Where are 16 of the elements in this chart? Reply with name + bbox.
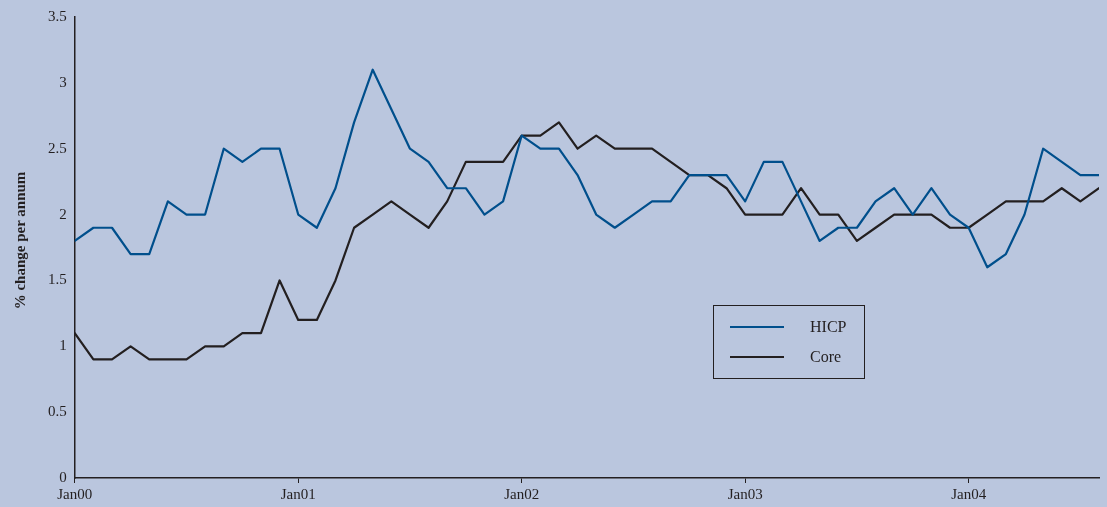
x-tick-label: Jan02 (504, 485, 540, 502)
y-tick-label: 0 (59, 468, 67, 485)
y-tick-label: 2.5 (48, 139, 67, 156)
x-tick-label: Jan03 (727, 485, 763, 502)
y-tick-label: 3 (59, 73, 67, 90)
y-tick-label: 2 (59, 205, 67, 222)
x-tick-label: Jan04 (951, 485, 987, 502)
x-tick-label: Jan01 (280, 485, 316, 502)
x-tick-label: Jan00 (57, 485, 93, 502)
legend-label: Core (810, 348, 842, 366)
y-tick-label: 3.5 (48, 7, 67, 24)
y-tick-label: 1.5 (48, 271, 67, 288)
y-axis-title: % change per annum (11, 170, 29, 312)
y-tick-label: 0.5 (48, 403, 67, 420)
legend-label: HICP (810, 318, 847, 336)
y-tick-label: 1 (59, 337, 67, 354)
